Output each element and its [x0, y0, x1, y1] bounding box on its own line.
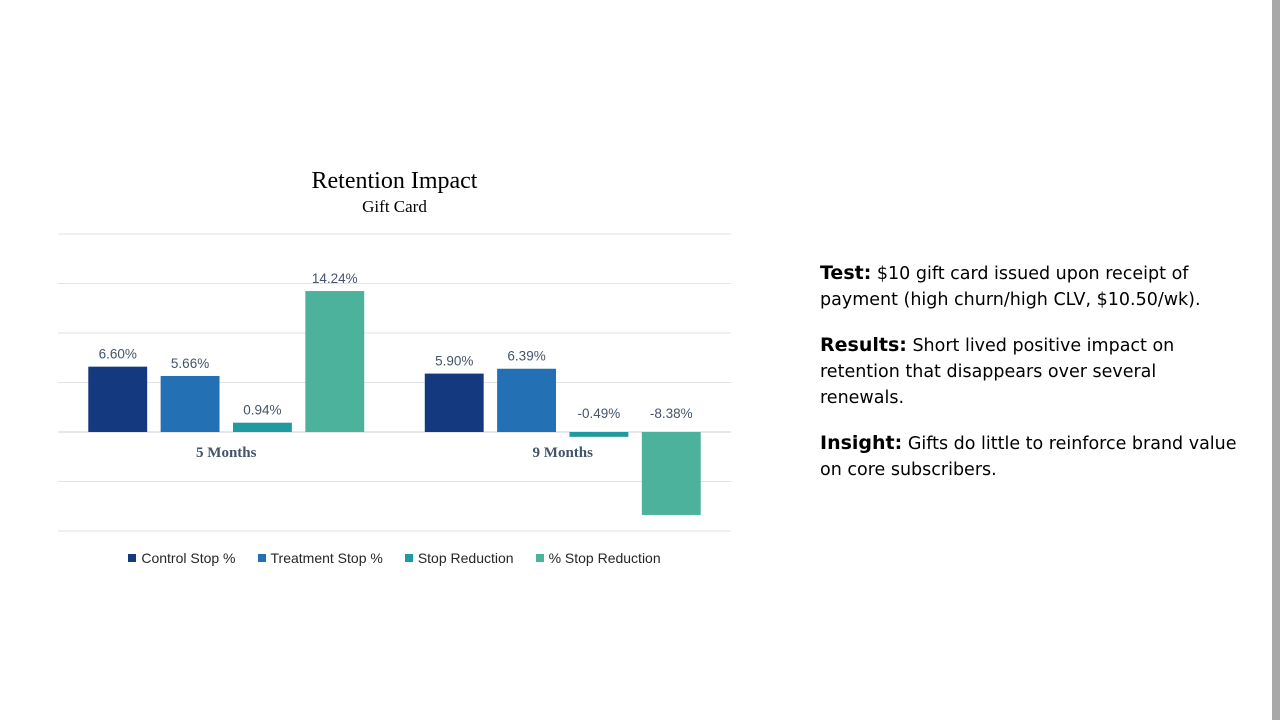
legend-item-treatment-stop: Treatment Stop %	[257, 550, 383, 566]
data-label: 5.66%	[171, 356, 209, 371]
legend-label: % Stop Reduction	[548, 550, 661, 566]
note-results: Results: Short lived positive impact on …	[820, 332, 1240, 411]
legend-item-control-stop: Control Stop %	[128, 550, 236, 566]
legend-item-stop-reduction: Stop Reduction	[404, 550, 514, 566]
chart-title: Retention Impact	[311, 168, 478, 194]
data-label: 6.39%	[507, 349, 545, 364]
bar	[88, 366, 148, 432]
bar	[232, 422, 292, 432]
note-test: Test: $10 gift card issued upon receipt …	[820, 260, 1240, 313]
data-label: -8.38%	[650, 406, 693, 421]
bar	[424, 373, 484, 432]
data-label: 0.94%	[243, 403, 281, 418]
legend-swatch-icon	[535, 554, 544, 562]
note-heading: Insight:	[820, 432, 903, 454]
bar	[160, 375, 220, 432]
chart-subtitle: Gift Card	[362, 197, 427, 216]
bar	[497, 368, 557, 432]
data-label: -0.49%	[578, 406, 621, 421]
data-label: 14.24%	[312, 271, 358, 286]
bar	[641, 432, 701, 515]
category-label: 9 Months	[533, 445, 594, 461]
category-label: 5 Months	[196, 445, 257, 461]
data-label: 6.60%	[99, 347, 137, 362]
note-text: $10 gift card issued upon receipt of pay…	[820, 264, 1201, 310]
bar	[569, 432, 629, 437]
note-heading: Results:	[820, 334, 907, 356]
note-text: Short lived positive impact on retention…	[820, 336, 1175, 408]
note-text: Gifts do little to reinforce brand value…	[820, 434, 1237, 480]
legend-label: Treatment Stop %	[270, 550, 383, 566]
bar	[305, 291, 365, 432]
chart-legend: Control Stop % Treatment Stop % Stop Red…	[58, 550, 731, 566]
legend-item-pct-stop-reduction: % Stop Reduction	[535, 550, 661, 566]
legend-swatch-icon	[257, 554, 266, 562]
note-insight: Insight: Gifts do little to reinforce br…	[820, 430, 1240, 483]
right-edge-bar	[1272, 0, 1280, 720]
data-label: 5.90%	[435, 354, 473, 369]
note-heading: Test:	[820, 262, 872, 284]
legend-label: Control Stop %	[141, 550, 236, 566]
notes-panel: Test: $10 gift card issued upon receipt …	[820, 260, 1240, 502]
legend-swatch-icon	[404, 554, 413, 562]
legend-swatch-icon	[128, 554, 137, 562]
legend-label: Stop Reduction	[417, 550, 514, 566]
